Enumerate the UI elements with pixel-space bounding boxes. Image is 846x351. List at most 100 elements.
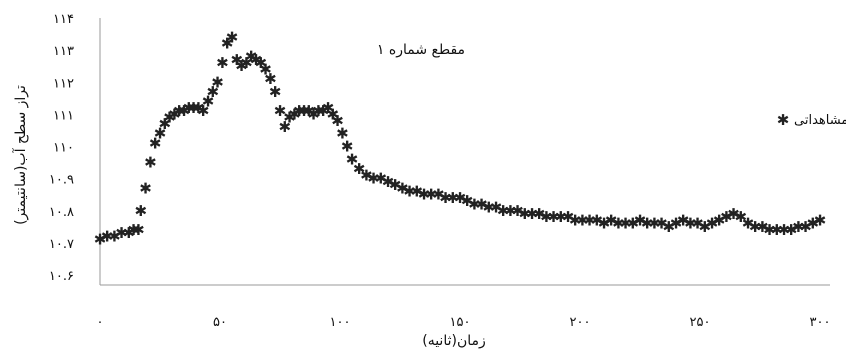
x-tick-label: ۲۵۰ — [690, 315, 711, 330]
data-point: ✱ — [115, 224, 128, 242]
data-points: ✱✱✱✱✱✱✱✱✱✱✱✱✱✱✱✱✱✱✱✱✱✱✱✱✱✱✱✱✱✱✱✱✱✱✱✱✱✱✱✱… — [94, 28, 827, 248]
y-tick-label: ۱۱۴ — [53, 12, 74, 27]
data-point: ✱ — [389, 176, 402, 194]
data-point: ✱ — [497, 202, 510, 220]
data-point: ✱ — [322, 99, 335, 117]
data-point: ✱ — [250, 51, 263, 69]
data-point: ✱ — [641, 215, 654, 233]
data-point: ✱ — [187, 99, 200, 117]
y-tick-label: ۱۰.۸ — [49, 205, 74, 220]
legend: ✱ مقادیر مشاهداتی — [777, 111, 846, 129]
data-point: ✱ — [540, 208, 553, 226]
x-axis-label: زمان(ثانیه) — [422, 333, 486, 349]
y-axis-label: تراز سطح آب(سانتیمتر) — [12, 85, 29, 225]
data-point: ✱ — [799, 218, 812, 236]
data-point: ✱ — [785, 221, 798, 239]
data-point: ✱ — [511, 202, 524, 220]
data-point: ✱ — [101, 227, 114, 245]
data-point: ✱ — [346, 150, 359, 168]
data-point: ✱ — [139, 179, 152, 197]
data-point: ✱ — [298, 102, 311, 120]
data-point: ✱ — [475, 195, 488, 213]
data-point: ✱ — [288, 105, 301, 123]
data-point: ✱ — [183, 99, 196, 117]
y-tick-label: ۱۱۰ — [53, 141, 74, 156]
y-tick-label: ۱۱۱ — [53, 108, 74, 123]
data-point: ✱ — [569, 211, 582, 229]
data-point: ✱ — [713, 211, 726, 229]
data-point: ✱ — [149, 134, 162, 152]
data-point: ✱ — [504, 202, 517, 220]
data-point: ✱ — [245, 48, 258, 66]
x-tick-label: ۲۰۰ — [570, 315, 591, 330]
data-point: ✱ — [135, 202, 148, 220]
data-point: ✱ — [619, 215, 632, 233]
data-point: ✱ — [259, 60, 272, 78]
data-point: ✱ — [274, 102, 287, 120]
y-tick-label: ۱۰.۹ — [49, 173, 74, 188]
data-point: ✱ — [353, 160, 366, 178]
y-tick-labels: ۱۰.۶ ۱۰.۷ ۱۰.۸ ۱۰.۹ ۱۱۰ ۱۱۱ ۱۱۲ ۱۱۳ ۱۱۴ — [49, 12, 74, 284]
data-point: ✱ — [756, 218, 769, 236]
data-point: ✱ — [375, 170, 388, 188]
data-point: ✱ — [235, 57, 248, 75]
data-point: ✱ — [576, 211, 589, 229]
data-point: ✱ — [269, 83, 282, 101]
data-point: ✱ — [382, 173, 395, 191]
data-point: ✱ — [583, 211, 596, 229]
data-point: ✱ — [627, 215, 640, 233]
data-point: ✱ — [317, 102, 330, 120]
data-point: ✱ — [411, 182, 424, 200]
y-tick-label: ۱۰.۷ — [49, 237, 74, 252]
data-point: ✱ — [154, 125, 167, 143]
data-point: ✱ — [648, 215, 661, 233]
data-point: ✱ — [207, 83, 220, 101]
data-point: ✱ — [663, 218, 676, 236]
data-point: ✱ — [192, 99, 205, 117]
data-point: ✱ — [526, 205, 539, 223]
data-point: ✱ — [221, 35, 234, 53]
data-point: ✱ — [562, 208, 575, 226]
data-point: ✱ — [173, 102, 186, 120]
data-point: ✱ — [735, 208, 748, 226]
data-point: ✱ — [634, 211, 647, 229]
data-point: ✱ — [792, 218, 805, 236]
data-point: ✱ — [264, 70, 277, 88]
data-point: ✱ — [432, 186, 445, 204]
data-point: ✱ — [123, 224, 136, 242]
data-point: ✱ — [307, 105, 320, 123]
data-point: ✱ — [418, 186, 431, 204]
data-point: ✱ — [547, 208, 560, 226]
data-point: ✱ — [447, 189, 460, 207]
data-point: ✱ — [144, 154, 157, 172]
data-point: ✱ — [403, 182, 416, 200]
data-point: ✱ — [279, 118, 292, 136]
data-point: ✱ — [293, 102, 306, 120]
data-point: ✱ — [749, 218, 762, 236]
x-tick-label: ۳۰۰ — [810, 315, 831, 330]
data-point: ✱ — [127, 221, 140, 239]
data-point: ✱ — [226, 28, 239, 46]
legend-marker: ✱ — [777, 111, 790, 129]
data-point: ✱ — [454, 189, 467, 207]
data-point: ✱ — [720, 208, 733, 226]
data-point: ✱ — [327, 105, 340, 123]
x-tick-labels: ۰ ۵۰ ۱۰۰ ۱۵۰ ۲۰۰ ۲۵۰ ۳۰۰ — [97, 315, 831, 330]
data-point: ✱ — [396, 179, 409, 197]
y-tick-label: ۱۱۲ — [53, 76, 74, 91]
data-point: ✱ — [742, 215, 755, 233]
data-point: ✱ — [240, 54, 253, 72]
data-point: ✱ — [533, 205, 546, 223]
data-point: ✱ — [211, 73, 224, 91]
data-point: ✱ — [555, 208, 568, 226]
data-point: ✱ — [159, 115, 172, 133]
data-point: ✱ — [367, 170, 380, 188]
data-point: ✱ — [771, 221, 784, 239]
y-tick-label: ۱۱۳ — [53, 44, 74, 59]
data-point: ✱ — [670, 215, 683, 233]
data-point: ✱ — [168, 105, 181, 123]
legend-label: مقادیر مشاهداتی — [794, 113, 846, 128]
data-point: ✱ — [591, 211, 604, 229]
y-tick-label: ۱۰.۶ — [49, 269, 74, 284]
